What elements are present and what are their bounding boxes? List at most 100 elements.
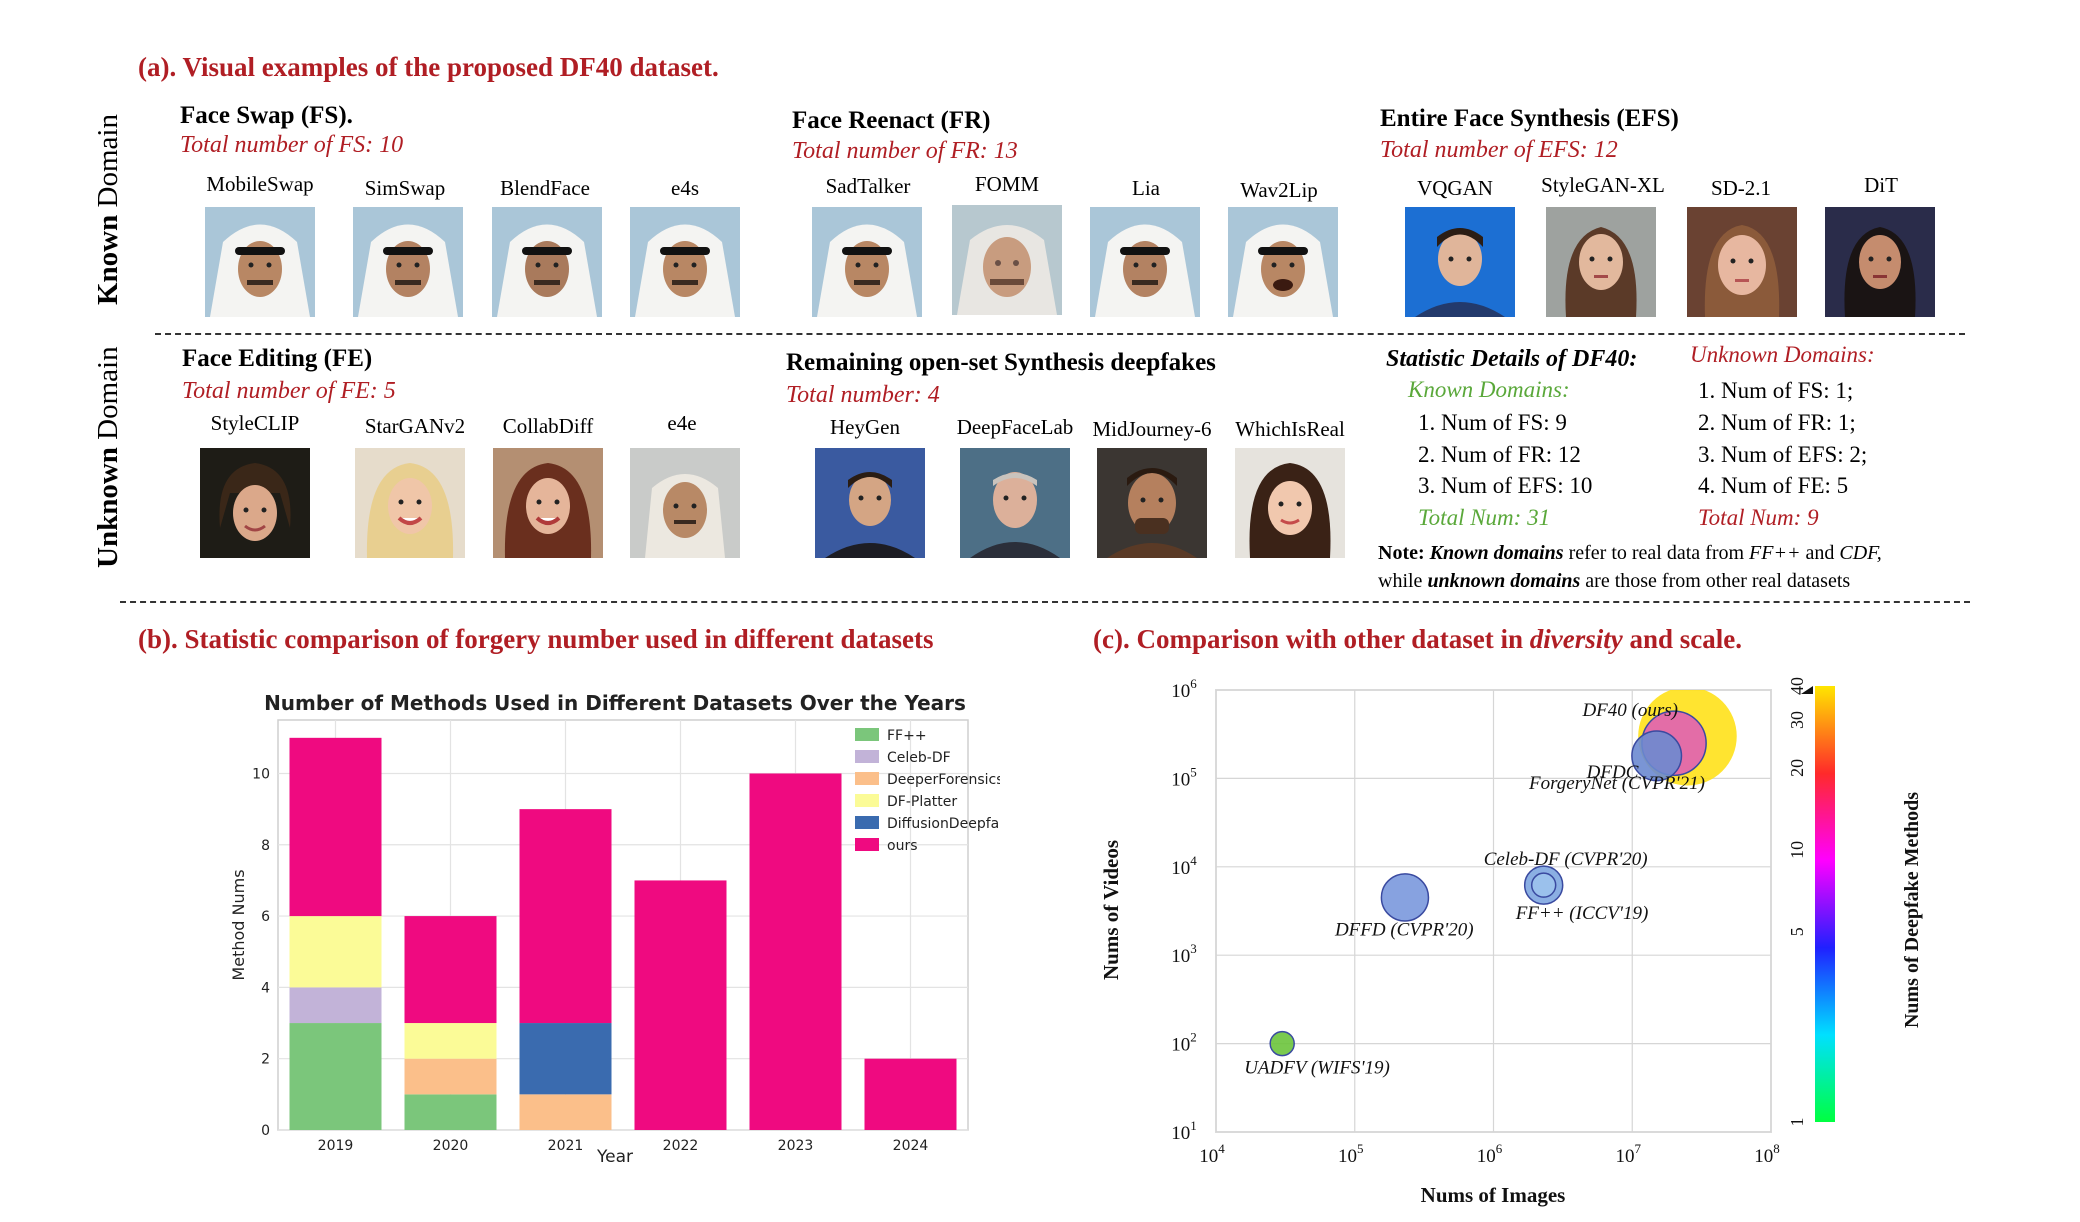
legend-label: DiffusionDeepfake bbox=[887, 816, 1000, 832]
fs-title: Face Swap (FS). bbox=[180, 102, 353, 129]
y-tick-label: 4 bbox=[261, 980, 270, 996]
face-image-keffiyeh bbox=[1228, 207, 1338, 317]
bar-segment bbox=[634, 880, 727, 1130]
chart-title: Number of Methods Used in Different Data… bbox=[264, 691, 966, 715]
bar-segment bbox=[289, 737, 382, 917]
y-tick-label: 0 bbox=[261, 1123, 270, 1139]
legend-label: Celeb-DF bbox=[887, 750, 951, 766]
face-image-blurred bbox=[952, 205, 1062, 315]
method-label: MidJourney-6 bbox=[1092, 417, 1212, 441]
method-label: CollabDiff bbox=[502, 414, 594, 438]
face-image-man bbox=[630, 448, 740, 558]
legend-swatch bbox=[855, 750, 879, 763]
bubble-chart: DF40 (ours) ForgeryNet (CVPR'21)DFDC Celeb… bbox=[1099, 676, 1923, 1207]
method-label: StarGANv2 bbox=[364, 414, 466, 438]
legend-label: DeeperForensics bbox=[887, 772, 1000, 788]
face-image-keffiyeh bbox=[812, 207, 922, 317]
point-label: DFFD (CVPR'20) bbox=[1334, 919, 1474, 940]
known-item: 3. Num of EFS: 10 bbox=[1418, 473, 1593, 498]
x-tick-label: 106 bbox=[1477, 1141, 1503, 1167]
method-label: SD-2.1 bbox=[1710, 176, 1772, 200]
method-label: DiT bbox=[1864, 173, 1898, 197]
bar-segment bbox=[404, 1023, 497, 1059]
bubble bbox=[1530, 872, 1557, 898]
x-axis-label: Nums of Images bbox=[1421, 1183, 1566, 1207]
colorbar-label: Nums of Deepfake Methods bbox=[1901, 792, 1923, 1028]
x-axis-label: Year bbox=[596, 1147, 633, 1167]
legend-label: DF-Platter bbox=[887, 794, 957, 810]
note-line-2: while unknown domains are those from oth… bbox=[1378, 570, 1851, 592]
colorbar-tick-label: 40 bbox=[1787, 677, 1807, 695]
face-image-woman bbox=[1546, 207, 1656, 317]
fr-total: Total number of FR: 13 bbox=[792, 138, 1018, 164]
point-label: Celeb-DF (CVPR'20) bbox=[1484, 849, 1648, 870]
y-axis-label: Method Nums bbox=[229, 869, 248, 980]
bar-segment bbox=[519, 1023, 612, 1095]
x-tick-label: 108 bbox=[1754, 1141, 1780, 1167]
legend-swatch bbox=[855, 794, 879, 807]
legend-swatch bbox=[855, 838, 879, 851]
face-image-man bbox=[1097, 448, 1207, 558]
bubble bbox=[1380, 873, 1430, 922]
method-label: HeyGen bbox=[830, 415, 900, 439]
face-image-keffiyeh bbox=[1090, 207, 1200, 317]
y-tick-label: 2 bbox=[261, 1052, 270, 1068]
unknown-item: 3. Num of EFS: 2; bbox=[1698, 442, 1868, 467]
colorbar-tick-label: 1 bbox=[1787, 1118, 1807, 1127]
legend-swatch bbox=[855, 816, 879, 829]
colorbar-tick-label: 30 bbox=[1787, 711, 1807, 729]
unknown-item: 2. Num of FR: 1; bbox=[1698, 410, 1856, 435]
method-label: Lia bbox=[1132, 176, 1160, 200]
known-heading: Known Domains: bbox=[1408, 377, 1570, 402]
method-label: BlendFace bbox=[500, 176, 590, 200]
method-label: SadTalker bbox=[825, 174, 911, 198]
y-tick-label: 106 bbox=[1171, 676, 1197, 702]
x-tick-label: 107 bbox=[1616, 1141, 1642, 1167]
unknown-item: 1. Num of FS: 1; bbox=[1698, 378, 1854, 403]
method-label: e4e bbox=[667, 411, 697, 435]
separator bbox=[120, 601, 1970, 603]
y-tick-label: 6 bbox=[261, 909, 270, 925]
y-axis-label: Nums of Videos bbox=[1099, 840, 1123, 980]
method-label: DeepFaceLab bbox=[956, 415, 1074, 439]
known-item: 1. Num of FS: 9 bbox=[1418, 410, 1567, 435]
method-label: MobileSwap bbox=[206, 172, 314, 196]
efs-title: Entire Face Synthesis (EFS) bbox=[1380, 105, 1679, 132]
face-image-keffiyeh bbox=[353, 207, 463, 317]
x-tick-label: 2019 bbox=[318, 1138, 354, 1154]
unknown-item: 4. Num of FE: 5 bbox=[1698, 473, 1849, 498]
method-label: WhichIsReal bbox=[1235, 417, 1345, 441]
separator bbox=[155, 333, 1965, 335]
open-title: Remaining open-set Synthesis deepfakes bbox=[786, 349, 1216, 376]
face-image-woman bbox=[1687, 207, 1797, 317]
fe-total: Total number of FE: 5 bbox=[182, 378, 396, 404]
fs-total: Total number of FS: 10 bbox=[180, 132, 404, 158]
unknown-heading: Unknown Domains: bbox=[1690, 342, 1875, 367]
y-tick-label: 102 bbox=[1171, 1030, 1197, 1056]
x-tick-label: 105 bbox=[1338, 1141, 1364, 1167]
bar-segment bbox=[519, 809, 612, 1024]
plot-area bbox=[277, 719, 969, 1131]
face-image-girl bbox=[1235, 448, 1345, 558]
point-label: UADFV (WIFS'19) bbox=[1244, 1058, 1390, 1079]
colorbar-arrow-icon bbox=[1801, 686, 1813, 694]
face-image-woman bbox=[493, 448, 603, 558]
bar-segment bbox=[289, 916, 382, 988]
point-label: DF40 (ours) bbox=[1581, 700, 1678, 721]
colorbar-tick-label: 10 bbox=[1787, 841, 1807, 859]
legend-swatch bbox=[855, 772, 879, 785]
x-tick-label: 2020 bbox=[433, 1138, 469, 1154]
x-tick-label: 104 bbox=[1199, 1141, 1225, 1167]
bubble bbox=[1631, 730, 1683, 782]
method-label: StyleCLIP bbox=[210, 411, 300, 435]
section-a-title: (a). Visual examples of the proposed DF4… bbox=[138, 52, 719, 82]
unknown-domain-label: Unknown Domain bbox=[92, 346, 124, 568]
unknown-total: Total Num: 9 bbox=[1698, 505, 1819, 530]
stats-title: Statistic Details of DF40: bbox=[1386, 346, 1638, 372]
legend-label: ours bbox=[887, 838, 918, 854]
face-image-keffiyeh bbox=[205, 207, 315, 317]
bar-segment bbox=[404, 916, 497, 1024]
legend-label: FF++ bbox=[887, 728, 927, 744]
point-label: DFDC bbox=[1586, 762, 1639, 783]
face-image-keffiyeh bbox=[630, 207, 740, 317]
